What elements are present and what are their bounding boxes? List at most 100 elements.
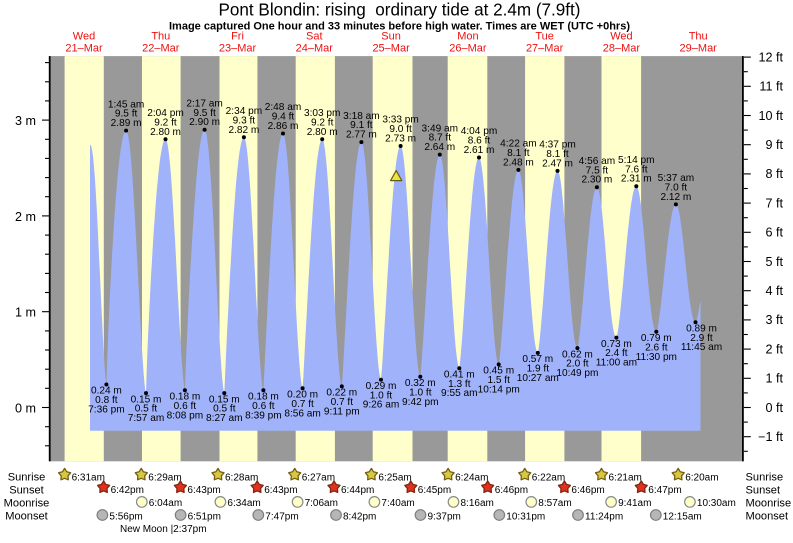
svg-text:10:31pm: 10:31pm xyxy=(506,511,545,522)
svg-text:0.6 ft: 0.6 ft xyxy=(252,401,275,412)
svg-text:7 ft: 7 ft xyxy=(765,196,783,210)
svg-text:28–Mar: 28–Mar xyxy=(603,43,641,55)
svg-text:Sunrise: Sunrise xyxy=(8,472,46,484)
svg-text:2.73 m: 2.73 m xyxy=(385,134,416,145)
svg-text:0.57 m: 0.57 m xyxy=(522,354,553,365)
svg-text:7:06am: 7:06am xyxy=(305,498,338,509)
svg-text:7:57 am: 7:57 am xyxy=(128,413,164,424)
svg-text:6:31am: 6:31am xyxy=(72,473,105,484)
svg-text:3 m: 3 m xyxy=(15,114,36,128)
svg-text:10:49 pm: 10:49 pm xyxy=(556,368,598,379)
svg-text:2.6 ft: 2.6 ft xyxy=(645,342,668,353)
svg-text:0.89 m: 0.89 m xyxy=(686,323,717,334)
svg-text:0.5 ft: 0.5 ft xyxy=(135,404,158,415)
svg-text:6:47pm: 6:47pm xyxy=(648,485,681,496)
svg-text:9.5 ft: 9.5 ft xyxy=(115,109,138,120)
svg-text:11:30 pm: 11:30 pm xyxy=(636,352,677,363)
svg-text:0.6 ft: 0.6 ft xyxy=(174,401,197,412)
svg-text:2 m: 2 m xyxy=(15,210,36,224)
svg-text:3 ft: 3 ft xyxy=(765,313,783,327)
svg-text:5:56pm: 5:56pm xyxy=(109,511,142,522)
svg-text:Sun: Sun xyxy=(381,31,401,43)
svg-text:27–Mar: 27–Mar xyxy=(526,43,564,55)
svg-text:Moonset: Moonset xyxy=(746,511,789,523)
svg-text:8:39 pm: 8:39 pm xyxy=(245,410,281,421)
svg-text:2.12 m: 2.12 m xyxy=(660,192,691,203)
svg-text:6:22am: 6:22am xyxy=(532,473,565,484)
svg-text:4:04 pm: 4:04 pm xyxy=(461,126,497,137)
svg-text:10:27 am: 10:27 am xyxy=(517,373,559,384)
svg-text:2.89 m: 2.89 m xyxy=(111,118,142,129)
svg-text:3:18 am: 3:18 am xyxy=(343,111,379,122)
svg-text:0.8 ft: 0.8 ft xyxy=(95,395,118,406)
svg-text:4:56 am: 4:56 am xyxy=(579,156,615,167)
svg-text:2.47 m: 2.47 m xyxy=(542,158,573,169)
svg-text:8.1 ft: 8.1 ft xyxy=(507,148,530,159)
svg-text:5 ft: 5 ft xyxy=(765,255,783,269)
svg-text:0.18 m: 0.18 m xyxy=(169,392,200,403)
svg-text:Moonset: Moonset xyxy=(5,511,48,523)
svg-text:2.64 m: 2.64 m xyxy=(424,142,455,153)
svg-text:4 ft: 4 ft xyxy=(765,284,783,298)
svg-text:2.80 m: 2.80 m xyxy=(307,127,338,138)
svg-text:29–Mar: 29–Mar xyxy=(680,43,718,55)
svg-text:1.3 ft: 1.3 ft xyxy=(448,379,471,390)
svg-text:2:48 am: 2:48 am xyxy=(265,102,301,113)
svg-text:2.82 m: 2.82 m xyxy=(228,125,259,136)
svg-text:0.7 ft: 0.7 ft xyxy=(331,397,354,408)
svg-text:8:08 pm: 8:08 pm xyxy=(167,410,203,421)
svg-text:1 ft: 1 ft xyxy=(765,372,783,386)
svg-text:24–Mar: 24–Mar xyxy=(296,43,334,55)
svg-text:0.29 m: 0.29 m xyxy=(366,381,397,392)
svg-text:Sat: Sat xyxy=(306,31,323,43)
svg-text:3:49 am: 3:49 am xyxy=(422,123,458,134)
svg-text:8:42pm: 8:42pm xyxy=(343,511,376,522)
svg-text:Moonrise: Moonrise xyxy=(746,497,792,509)
svg-text:1.9 ft: 1.9 ft xyxy=(527,364,550,375)
svg-text:0.79 m: 0.79 m xyxy=(641,333,672,344)
svg-text:6 ft: 6 ft xyxy=(765,226,783,240)
svg-text:6:25am: 6:25am xyxy=(378,473,411,484)
svg-text:0.45 m: 0.45 m xyxy=(483,366,514,377)
svg-text:Fri: Fri xyxy=(231,31,244,43)
svg-text:2:34 pm: 2:34 pm xyxy=(226,106,262,117)
svg-text:25–Mar: 25–Mar xyxy=(372,43,410,55)
svg-text:9.2 ft: 9.2 ft xyxy=(154,117,177,128)
svg-text:Mon: Mon xyxy=(457,31,478,43)
svg-text:8 ft: 8 ft xyxy=(765,167,783,181)
svg-text:9:41am: 9:41am xyxy=(618,498,651,509)
svg-text:9:55 am: 9:55 am xyxy=(441,388,477,399)
svg-text:2.0 ft: 2.0 ft xyxy=(566,359,589,370)
svg-text:2.4 ft: 2.4 ft xyxy=(605,348,628,359)
svg-text:0.32 m: 0.32 m xyxy=(405,378,436,389)
svg-text:5:37 am: 5:37 am xyxy=(658,173,694,184)
svg-text:12:15am: 12:15am xyxy=(663,511,702,522)
svg-text:2.77 m: 2.77 m xyxy=(346,130,377,141)
svg-text:Sunset: Sunset xyxy=(746,484,781,496)
svg-text:23–Mar: 23–Mar xyxy=(219,43,257,55)
svg-text:−1 ft: −1 ft xyxy=(758,430,783,444)
svg-text:6:20am: 6:20am xyxy=(685,473,718,484)
svg-text:Wed: Wed xyxy=(73,31,95,43)
svg-text:8:16am: 8:16am xyxy=(461,498,494,509)
svg-text:9:11 pm: 9:11 pm xyxy=(324,406,360,417)
svg-text:2.80 m: 2.80 m xyxy=(150,127,181,138)
svg-text:3:03 pm: 3:03 pm xyxy=(304,108,340,119)
svg-text:7.0 ft: 7.0 ft xyxy=(665,183,688,194)
svg-text:9.3 ft: 9.3 ft xyxy=(233,115,256,126)
svg-text:0.7 ft: 0.7 ft xyxy=(291,399,314,410)
svg-text:2.9 ft: 2.9 ft xyxy=(690,333,713,344)
svg-text:4:22 am: 4:22 am xyxy=(500,139,536,150)
svg-text:Sunset: Sunset xyxy=(9,484,44,496)
svg-text:6:46pm: 6:46pm xyxy=(571,485,604,496)
svg-text:2.30 m: 2.30 m xyxy=(581,175,612,186)
svg-text:7:36 pm: 7:36 pm xyxy=(88,405,124,416)
svg-text:7.6 ft: 7.6 ft xyxy=(625,164,648,175)
svg-text:6:34am: 6:34am xyxy=(227,498,260,509)
svg-text:9.5 ft: 9.5 ft xyxy=(193,108,216,119)
svg-text:Wed: Wed xyxy=(610,31,632,43)
svg-text:6:24am: 6:24am xyxy=(455,473,488,484)
svg-text:7.5 ft: 7.5 ft xyxy=(586,165,609,176)
svg-text:Tue: Tue xyxy=(535,31,554,43)
svg-text:7:47pm: 7:47pm xyxy=(265,511,298,522)
